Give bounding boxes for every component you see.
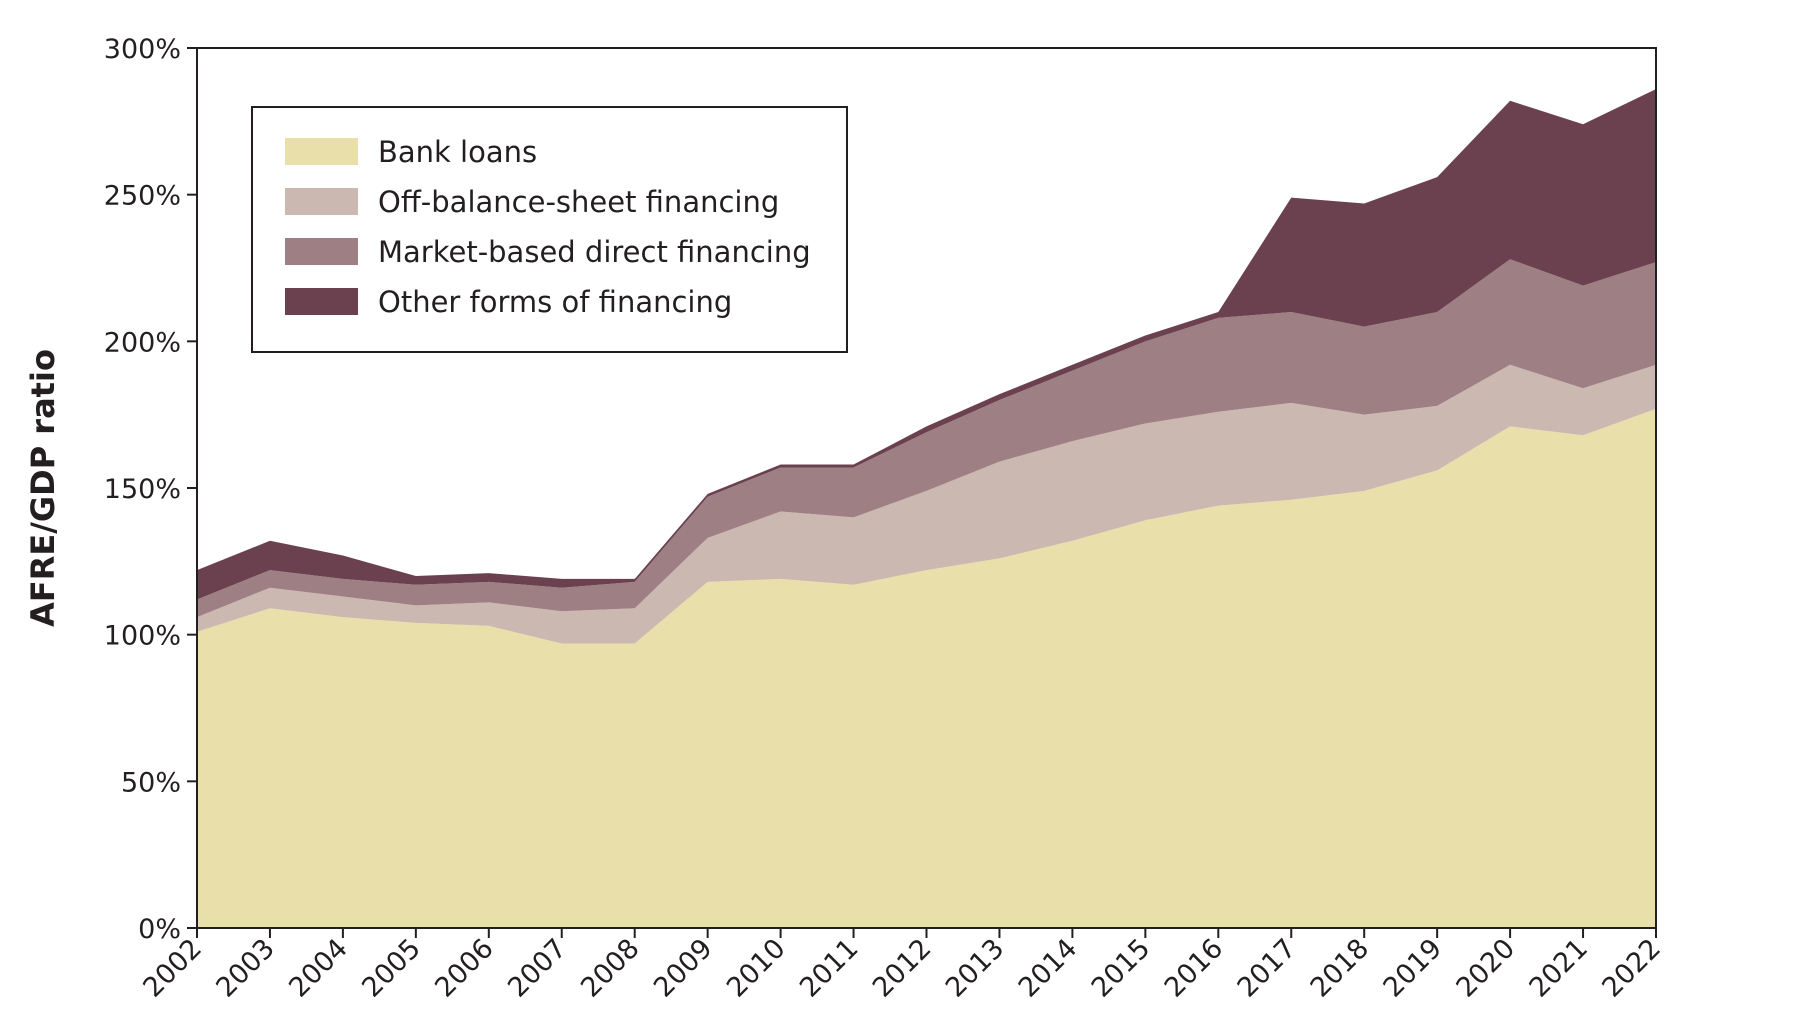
legend-swatch xyxy=(285,288,358,315)
x-axis: 2002 2003 2004 2005 2006 2007 2008 2009 2010 2011… xyxy=(137,928,1667,1004)
x-tick-label: 2007 xyxy=(502,933,573,1004)
x-tick-label: 2017 xyxy=(1232,933,1303,1004)
x-tick-label: 2014 xyxy=(1013,933,1084,1004)
y-tick-label: 0% xyxy=(138,914,181,945)
y-axis: 0% 50% 100% 150% 200% 250% 300% xyxy=(104,34,197,945)
legend: Bank loans Off-balance-sheet financing Mar… xyxy=(251,106,848,353)
x-tick-label: 2004 xyxy=(283,933,354,1004)
x-tick-label: 2022 xyxy=(1596,933,1667,1004)
area-market-based-direct-financing xyxy=(197,259,1656,618)
x-tick-label: 2003 xyxy=(210,933,281,1004)
legend-label: Bank loans xyxy=(378,135,537,169)
x-tick-label: 2005 xyxy=(356,933,427,1004)
y-tick-label: 300% xyxy=(104,34,181,65)
x-tick-label: 2015 xyxy=(1086,933,1157,1004)
area-layers xyxy=(197,89,1656,928)
area-bank-loans xyxy=(197,408,1656,928)
legend-label: Other forms of financing xyxy=(378,285,732,319)
x-tick-label: 2012 xyxy=(867,933,938,1004)
y-tick-label: 250% xyxy=(104,181,181,212)
legend-label: Off-balance-sheet financing xyxy=(378,185,779,219)
x-tick-label: 2019 xyxy=(1378,933,1449,1004)
legend-label: Market-based direct financing xyxy=(378,235,811,269)
x-tick-label: 2016 xyxy=(1159,933,1230,1004)
y-tick-label: 100% xyxy=(104,621,181,652)
legend-swatch xyxy=(285,138,358,165)
x-tick-label: 2020 xyxy=(1451,933,1522,1004)
x-tick-label: 2013 xyxy=(940,933,1011,1004)
legend-swatch xyxy=(285,238,358,265)
x-tick-label: 2010 xyxy=(721,933,792,1004)
area-off-balance-sheet-financing xyxy=(197,364,1656,644)
x-tick-label: 2008 xyxy=(575,933,646,1004)
x-tick-label: 2021 xyxy=(1523,933,1594,1004)
y-tick-label: 150% xyxy=(104,474,181,505)
x-tick-label: 2011 xyxy=(794,933,865,1004)
x-tick-label: 2009 xyxy=(648,933,719,1004)
area-other-forms-of-financing xyxy=(197,89,1656,600)
x-tick-label: 2006 xyxy=(429,933,500,1004)
y-tick-label: 200% xyxy=(104,327,181,358)
legend-swatch xyxy=(285,188,358,215)
y-axis-title: AFRE/GDP ratio xyxy=(24,349,62,627)
x-tick-label: 2018 xyxy=(1305,933,1376,1004)
y-tick-label: 50% xyxy=(121,767,181,798)
